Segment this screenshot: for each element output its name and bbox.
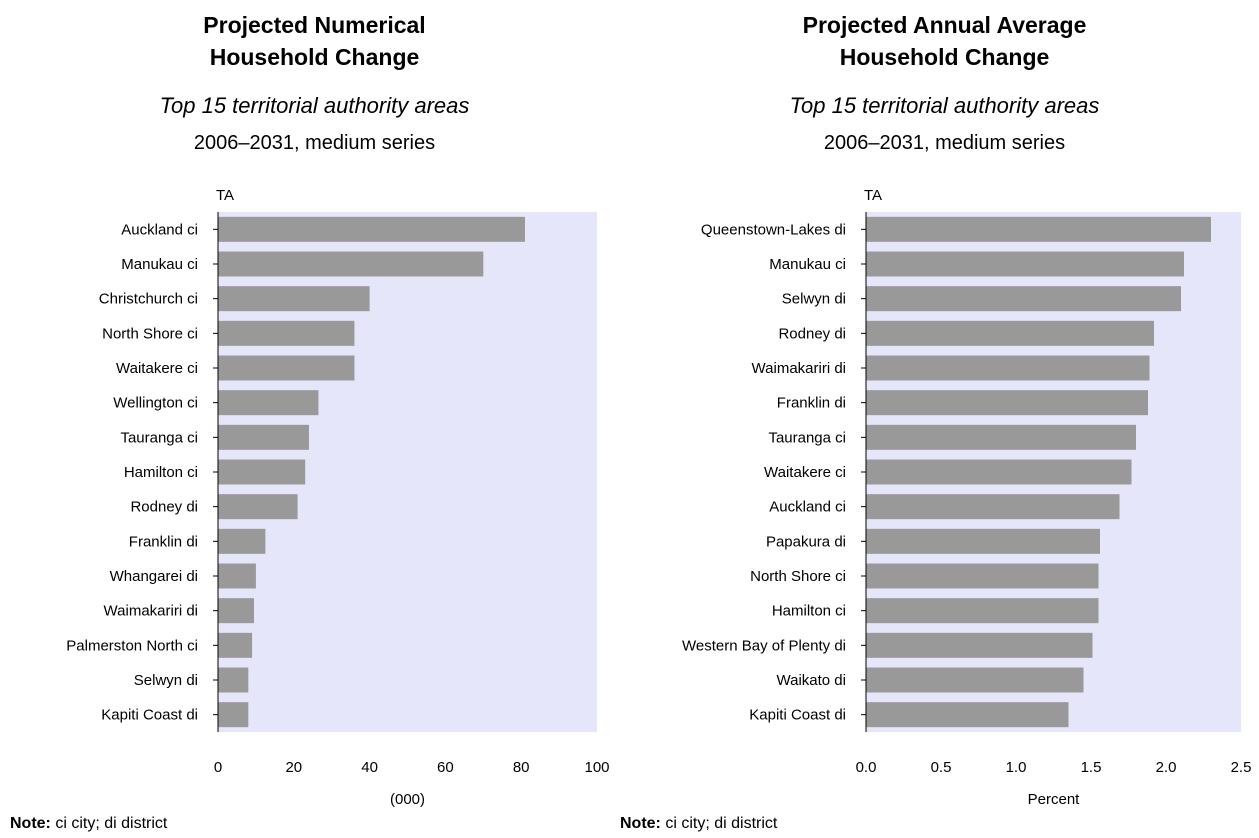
x-tick-label: 40 (361, 759, 378, 776)
bar (218, 598, 255, 624)
category-label: Whangarei di (110, 568, 198, 585)
bar (218, 320, 355, 346)
bar (866, 563, 1099, 589)
bar (866, 528, 1100, 554)
note-label: Note: (620, 815, 661, 832)
category-label: Manukau ci (769, 256, 846, 273)
x-tick-label: 20 (285, 759, 302, 776)
category-label: Kapiti Coast di (749, 707, 846, 724)
x-tick-label: 100 (584, 759, 609, 776)
category-label: Kapiti Coast di (101, 707, 198, 724)
x-tick-label: 80 (513, 759, 530, 776)
bar (866, 632, 1093, 658)
chart-title-line-2: Household Change (209, 44, 420, 70)
x-tick-label: 0.0 (856, 759, 877, 776)
bar (866, 494, 1120, 520)
category-label: Waitakere ci (116, 360, 198, 377)
y-axis-label: TA (864, 187, 882, 204)
note-text: ci city; di district (50, 815, 168, 832)
bar (866, 459, 1132, 485)
bar (218, 216, 525, 242)
x-tick-label: 1.0 (1006, 759, 1027, 776)
chart-subtitle: Top 15 territorial authority areas (789, 93, 1100, 118)
category-label: Papakura di (766, 533, 846, 550)
chart-title-line-1: Projected Annual Average (802, 12, 1087, 38)
category-label: Western Bay of Plenty di (682, 637, 846, 654)
category-label: Hamilton ci (124, 464, 198, 481)
chart-title-line-2: Household Change (839, 44, 1050, 70)
category-label: Franklin di (777, 395, 846, 412)
chart-panel-annual-average: Projected Annual Average Household Chang… (620, 0, 1259, 838)
bar (866, 667, 1084, 693)
category-label: Auckland ci (121, 221, 198, 238)
chart-title-line-1: Projected Numerical (203, 12, 426, 38)
category-label: Auckland ci (769, 499, 846, 516)
category-label: Hamilton ci (772, 603, 846, 620)
bar-chart-annual-average: TA Queenstown-Lakes di Manukau ci Selwyn di… (682, 187, 1252, 808)
category-label: Manukau ci (121, 256, 198, 273)
category-label: Palmerston North ci (66, 637, 198, 654)
bar (218, 528, 266, 554)
x-axis-label: Percent (1028, 791, 1081, 808)
bar (218, 702, 249, 728)
x-axis-label: (000) (390, 791, 425, 808)
bar (218, 355, 355, 381)
category-label: Franklin di (129, 533, 198, 550)
bar (218, 667, 249, 693)
x-tick-label: 2.0 (1156, 759, 1177, 776)
chart-period: 2006–2031, medium series (193, 132, 436, 154)
category-label: Christchurch ci (99, 291, 198, 308)
bar (866, 390, 1148, 416)
bar-chart-numerical: TA Auckland ci Manukau ci Christchurch ci No… (66, 187, 609, 808)
chart-note: Note: ci city; di district (10, 814, 167, 834)
bar (218, 632, 253, 658)
category-label: Tauranga ci (768, 429, 846, 446)
chart-note: Note: ci city; di district (620, 814, 777, 834)
category-label: Queenstown-Lakes di (701, 221, 846, 238)
bar (866, 216, 1211, 242)
category-label: Waimakariri di (104, 603, 198, 620)
category-label: Rodney di (130, 499, 198, 516)
bar (866, 251, 1184, 277)
bar (866, 702, 1069, 728)
category-label: Wellington ci (113, 395, 198, 412)
category-label: Rodney di (778, 325, 846, 342)
bar (218, 424, 309, 450)
bar (866, 424, 1136, 450)
y-axis-label: TA (216, 187, 234, 204)
bar (218, 286, 370, 312)
bar (866, 598, 1099, 624)
x-tick-label: 60 (437, 759, 454, 776)
chart-panel-numerical: Projected Numerical Household Change Top… (0, 0, 629, 838)
category-label: North Shore ci (750, 568, 846, 585)
x-tick-label: 0 (214, 759, 222, 776)
bar (218, 459, 306, 485)
chart-period: 2006–2031, medium series (823, 132, 1066, 154)
category-label: North Shore ci (102, 325, 198, 342)
chart-subtitle: Top 15 territorial authority areas (159, 93, 470, 118)
category-label: Waikato di (777, 672, 846, 689)
note-label: Note: (10, 815, 51, 832)
bar (218, 251, 484, 277)
category-label: Waitakere ci (764, 464, 846, 481)
bar (218, 563, 256, 589)
bar (866, 320, 1154, 346)
x-tick-label: 0.5 (931, 759, 952, 776)
bar (866, 286, 1181, 312)
x-tick-label: 1.5 (1081, 759, 1102, 776)
bar (218, 390, 319, 416)
bar (866, 355, 1150, 381)
x-tick-label: 2.5 (1231, 759, 1252, 776)
bar (218, 494, 298, 520)
category-label: Selwyn di (782, 291, 846, 308)
category-label: Waimakariri di (752, 360, 846, 377)
category-label: Tauranga ci (120, 429, 198, 446)
note-text: ci city; di district (660, 815, 778, 832)
category-label: Selwyn di (134, 672, 198, 689)
